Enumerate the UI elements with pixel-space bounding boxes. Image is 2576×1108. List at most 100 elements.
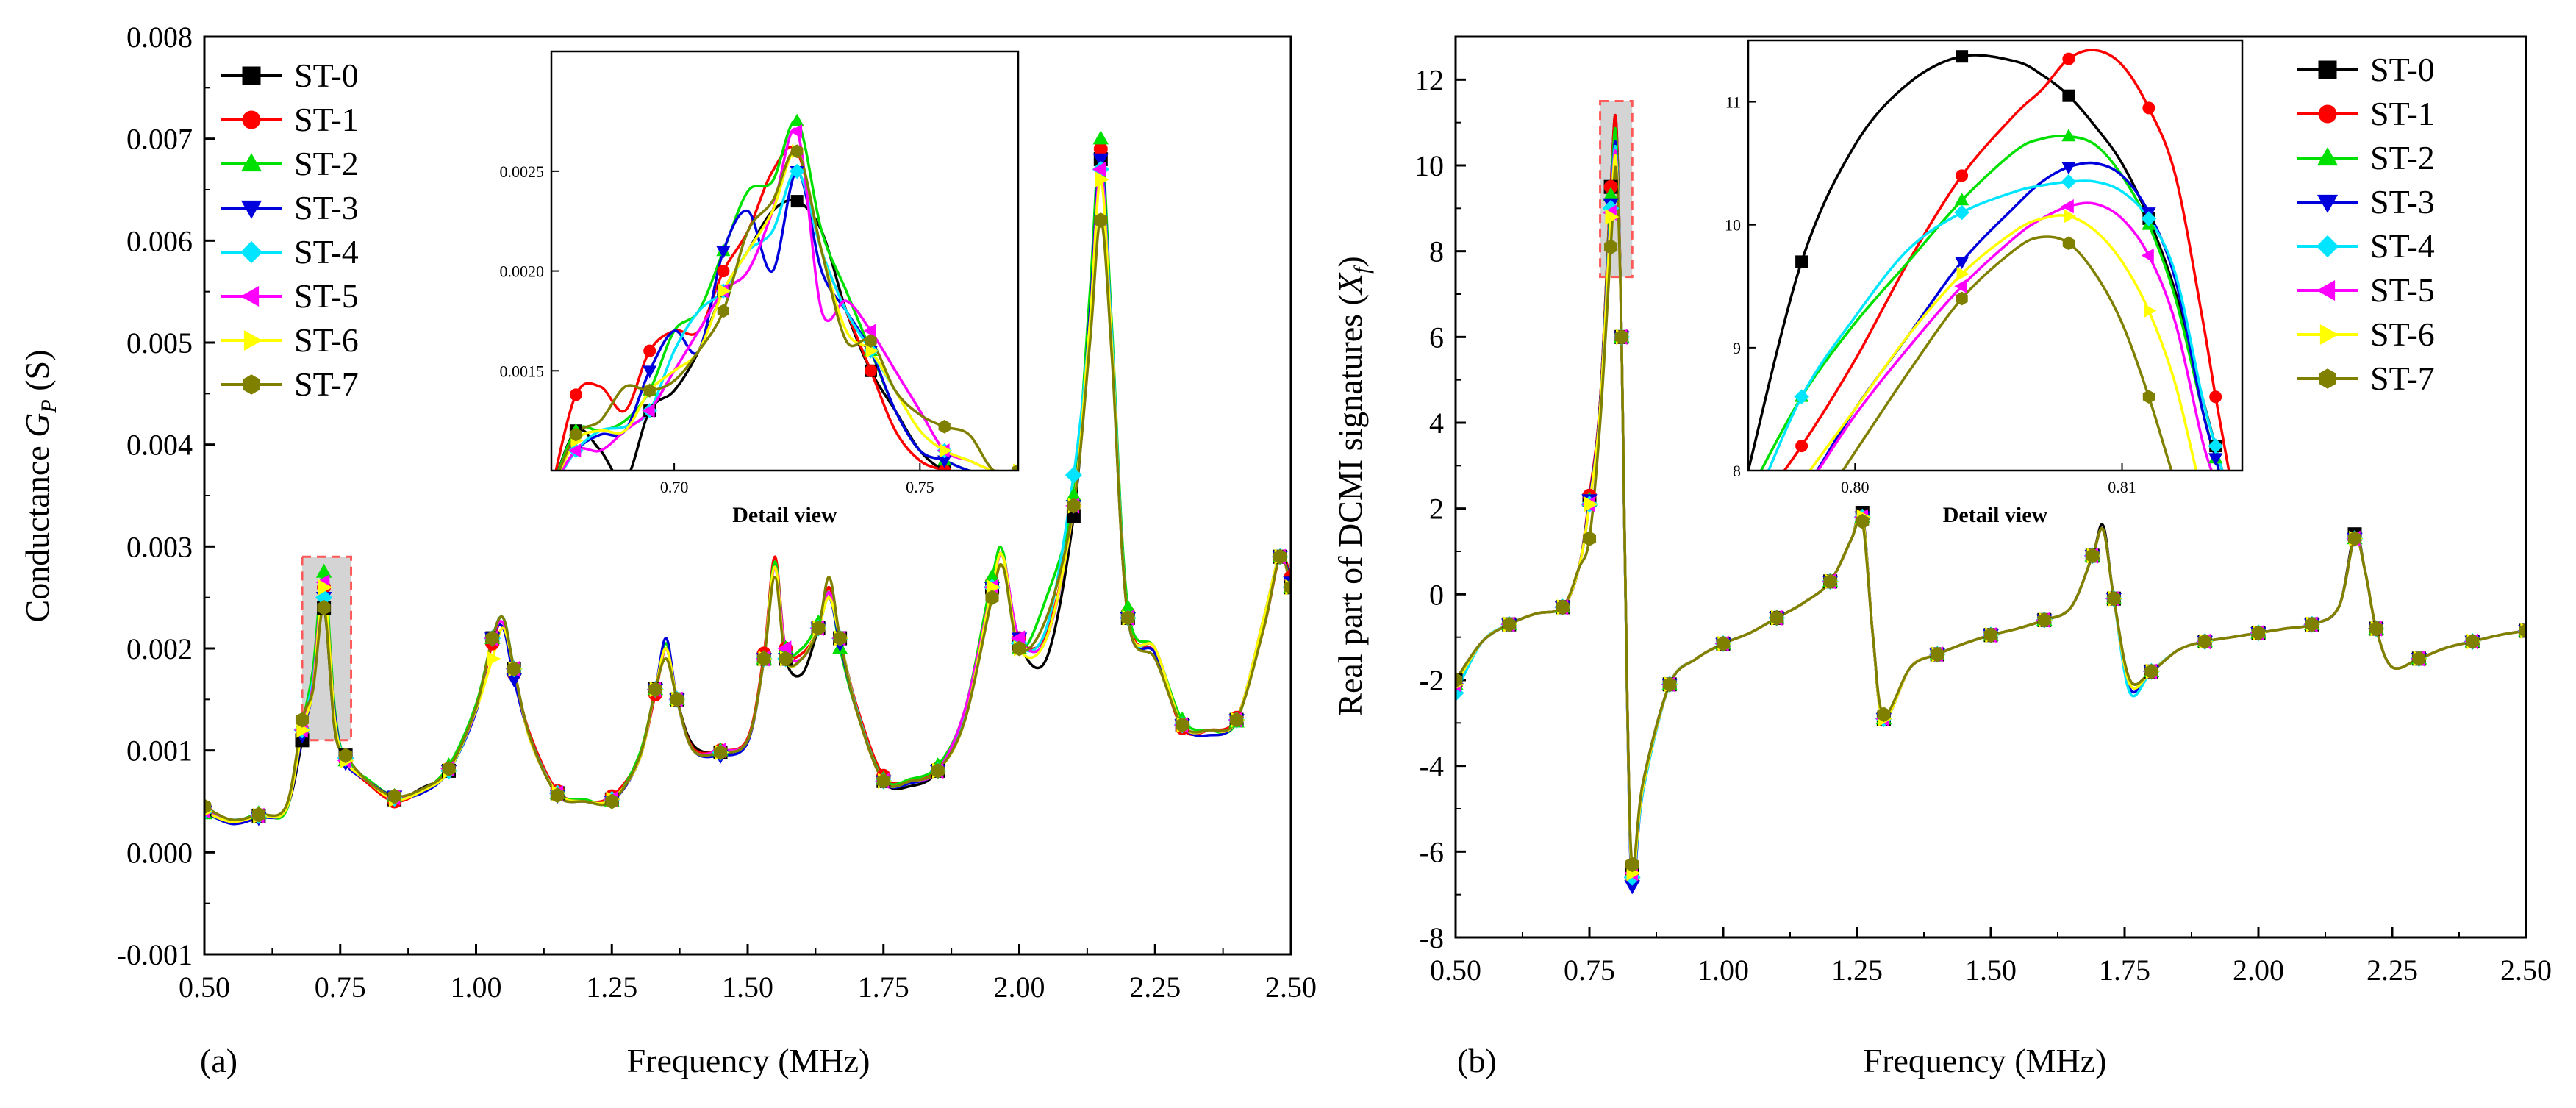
panel-a-inset-data-point-st-3 — [716, 246, 731, 259]
panel-a-data-point-st-7 — [1176, 717, 1189, 733]
panel-a-inset-data-point-st-1-shape — [717, 265, 730, 278]
panel-a-inset-data-point-st-5 — [568, 443, 582, 458]
panel-a-x-tick-label: 1.25 — [586, 971, 637, 1004]
panel-a-y-axis-label-var: G — [18, 413, 56, 437]
panel-b-inset-data-point-st-7 — [1956, 291, 1968, 306]
panel-b-x-tick-label: 1.00 — [1697, 954, 1749, 987]
panel-b-legend-label-st-6: ST-6 — [2370, 315, 2435, 353]
panel-b-legend-marker-st-1-shape — [2318, 104, 2337, 124]
panel-a-data-point-st-7 — [876, 773, 890, 789]
panel-a-legend-marker-st-2-shape — [240, 153, 262, 172]
panel-b-inset-data-point-st-5 — [1954, 279, 1967, 293]
panel-b-y-tick-label: -2 — [1420, 664, 1444, 697]
panel-a-inset-data-point-st-6 — [865, 343, 879, 358]
panel-a-inset-series-line-st-3 — [561, 170, 975, 471]
panel-a-data-point-st-5-shape — [1092, 161, 1107, 178]
panel-a-legend-marker-st-5 — [240, 285, 260, 307]
panel-b-legend-marker-st-4-shape — [2316, 235, 2339, 258]
panel-a-data-point-st-7-shape — [1121, 610, 1135, 626]
panel-a-data-point-st-7-shape — [442, 761, 456, 777]
panel-b-inset-data-point-st-4-shape — [1954, 204, 1969, 221]
panel-a-inset-frame — [550, 50, 1020, 472]
panel-b-data-point-st-7-shape — [2037, 612, 2051, 628]
panel-b-inset-data-point-st-0 — [1956, 50, 1969, 63]
panel-a-data-point-st-6 — [318, 579, 332, 596]
panel-a-data-point-st-7 — [1067, 498, 1081, 514]
panel-a-data-point-st-7-shape — [779, 651, 793, 667]
panel-a-y-axis-label: Conductance GP (S) — [18, 350, 61, 623]
panel-a-data-point-st-7-shape — [507, 661, 521, 677]
panel-b-data-point-st-7 — [2519, 623, 2526, 639]
panel-b-y-tick-label: -4 — [1420, 750, 1444, 783]
panel-b-inset-data-point-st-0-shape — [1956, 50, 1969, 63]
panel-b-data-point-st-7 — [1604, 239, 1618, 255]
panel-b-inset-data-point-st-6 — [1797, 476, 1808, 490]
panel-a-data-point-st-2 — [1092, 130, 1109, 145]
panel-b-legend-marker-st-5 — [2316, 279, 2336, 301]
panel-b-inset-data-point-st-1 — [2209, 390, 2222, 404]
panel-b-inset-data-point-st-0 — [2062, 89, 2075, 102]
panel-b-inset-data-point-st-3-shape — [2061, 162, 2076, 175]
panel-b-legend-label-st-5: ST-5 — [2370, 271, 2435, 309]
panel-a-inset-data-point-st-5-shape — [863, 324, 876, 338]
panel-a-y-tick-label: 0.002 — [126, 632, 193, 665]
panel-a-y-tick-label: 0.001 — [126, 735, 193, 768]
panel-a-inset-data-point-st-2 — [790, 113, 804, 126]
panel-b-data-point-st-7-shape — [2251, 625, 2266, 641]
panel-a-data-point-st-7-shape — [1230, 712, 1244, 728]
panel-b-legend-marker-st-2-shape — [2316, 147, 2339, 166]
panel-b-data-point-st-7-shape — [1877, 707, 1891, 723]
panel-a-legend-marker-st-5-shape — [240, 285, 260, 307]
panel-b-y-tick-label: 4 — [1429, 407, 1444, 440]
panel-b-legend-label-st-0: ST-0 — [2370, 51, 2435, 88]
panel-a-y-axis-label-sub: P — [37, 399, 61, 413]
panel-b-data-point-st-7-shape — [1823, 573, 1837, 590]
panel-b-x-tick-label: 2.25 — [2366, 954, 2418, 987]
panel-a-inset-data-point-st-4 — [789, 163, 805, 179]
panel-b-inset-data-point-st-1 — [1956, 169, 1969, 182]
panel-b-data-point-st-7 — [2086, 548, 2100, 564]
panel-b-inset-data-point-st-5-shape — [1954, 279, 1967, 293]
panel-a-legend-marker-st-2 — [240, 153, 262, 172]
panel-a-data-point-st-7-shape — [387, 788, 401, 804]
panel-a-series-group — [204, 130, 1291, 826]
panel-a-inset-x-tick-label: 0.75 — [906, 478, 934, 496]
panel-a-inset-data-point-st-3-shape — [716, 246, 731, 259]
panel-a-y-tick-label: 0.006 — [126, 224, 193, 257]
panel-b-inset-data-point-st-0-shape — [2062, 89, 2075, 102]
panel-a-inset-data-point-st-3 — [643, 365, 657, 379]
panel-b-inset-data-point-st-2-shape — [2061, 129, 2076, 142]
panel-a-inset-data-point-st-7 — [865, 334, 877, 348]
panel-b-inset-data-point-st-6-shape — [2143, 304, 2157, 318]
panel-b-legend-marker-st-0-shape — [2318, 60, 2337, 79]
panel-b-legend-marker-st-6-shape — [2319, 324, 2339, 346]
panel-b-x-tick-label: 0.75 — [1564, 954, 1615, 987]
panel-a-data-point-st-7-shape — [670, 691, 684, 707]
panel-a-data-point-st-2-shape — [315, 563, 332, 578]
panel-b-inset-data-point-st-4 — [2141, 211, 2157, 226]
panel-a-data-point-st-7 — [339, 748, 353, 764]
panel-a-data-point-st-7 — [648, 682, 662, 697]
panel-a-legend-marker-st-6 — [243, 329, 262, 351]
panel-b-label: (b) — [1457, 1042, 1497, 1079]
panel-a-label: (a) — [200, 1042, 237, 1079]
panel-a-legend-label-st-5: ST-5 — [294, 277, 359, 315]
panel-a-inset-data-point-st-7-shape — [717, 304, 730, 318]
panel-b-data-point-st-7 — [2107, 590, 2121, 607]
panel-a-data-point-st-7 — [204, 798, 212, 815]
panel-a-data-point-st-7 — [1094, 212, 1108, 229]
panel-b-x-axis-label: Frequency (MHz) — [1864, 1042, 2107, 1079]
panel-b-legend-label-st-1: ST-1 — [2370, 95, 2435, 132]
panel-a-inset-data-point-st-7-shape — [570, 427, 582, 442]
panel-a-inset-data-point-st-1 — [569, 388, 582, 401]
panel-b-inset-title: Detail view — [1943, 503, 2048, 527]
panel-b-inset-data-point-st-1 — [2062, 52, 2075, 65]
panel-a-data-point-st-7-shape — [1273, 548, 1287, 565]
panel-b-legend-marker-st-1 — [2318, 104, 2337, 124]
panel-a-data-point-st-7-shape — [204, 798, 212, 815]
panel-b-inset-data-point-st-1-shape — [1956, 169, 1969, 182]
panel-a-inset-y-tick-label: 0.0015 — [500, 362, 545, 380]
panel-a-inset-data-point-st-3 — [1011, 469, 1018, 471]
panel-a-inset-data-point-st-7-shape — [643, 384, 656, 398]
panel-b-data-point-st-7 — [2198, 634, 2212, 649]
